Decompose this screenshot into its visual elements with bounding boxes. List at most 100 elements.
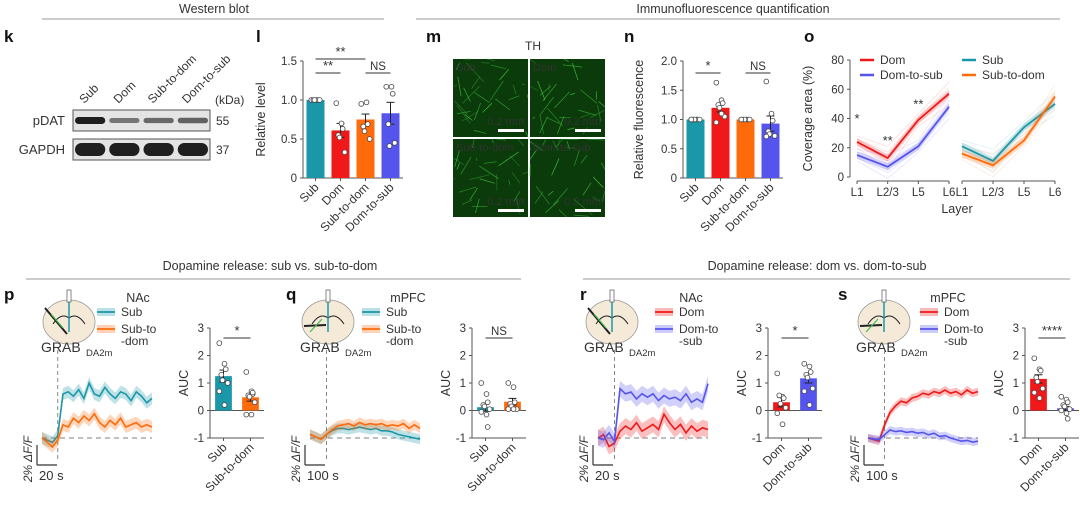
if-title: TH [525,39,541,53]
significance-label: NS [370,61,386,73]
if-image-tile [530,59,605,137]
bar [711,107,730,178]
data-point [483,391,490,397]
data-point [364,121,371,127]
if-fiber [454,100,469,115]
y-tick-label: -1 [752,433,762,445]
if-fiber [559,138,580,141]
blot-row-label: pDAT [33,113,65,128]
mean-line [961,103,1056,163]
y-scale-label: 2% ΔF/F [289,435,303,483]
if-fiber [513,191,521,202]
legend-label: Sub-to [121,322,157,336]
mean-trace [867,389,979,443]
y-tick-label: -1 [1009,433,1019,445]
if-fiber [556,116,565,134]
section-title-western-blot: Western blot [179,2,249,16]
if-fiber [491,138,494,144]
y-tick-label: 1.0 [661,115,677,127]
data-point [1063,410,1070,417]
if-fiber [456,162,460,170]
syringe-icon [587,307,611,335]
data-point [221,360,228,367]
data-point [361,128,368,135]
data-point [1061,403,1068,410]
section-title-release-dom: Dopamine release: dom vs. dom-to-sub [708,259,927,273]
sensor-subscript: DA2m [629,348,655,359]
if-fiber [498,151,519,167]
legend-label: -sub [944,334,968,348]
data-point [385,121,392,127]
blot-kda-value: 55 [216,114,230,128]
region-title: NAc [126,291,150,305]
syringe-icon [44,307,68,335]
if-fiber [566,141,571,150]
if-fiber [558,209,567,218]
legend-label: Dom-to [944,322,984,336]
if-fiber [529,141,543,151]
mean-trace [309,421,421,441]
data-point [780,395,787,401]
y-axis-label: AUC [177,370,191,396]
significance-label: NS [750,61,766,73]
data-point [776,392,783,399]
if-fiber [475,198,480,214]
individual-trace [856,99,950,165]
if-tile-label: Sub [456,62,476,74]
lane-label: Dom [111,78,139,106]
trace-panel-p: NAc GRAB DA2m Sub Sub-to-dom 2% ΔF/F 20 s [21,289,157,483]
if-fiber [452,177,456,181]
significance-label: ** [883,133,893,148]
if-fiber [457,76,462,97]
data-point [807,369,814,375]
legend-label: Sub [386,305,408,319]
blot-band [109,117,140,124]
if-tile-label: Sub-to-dom [456,142,513,154]
data-point [478,409,485,415]
data-point [483,411,490,418]
y-tick-label: 0 [838,172,844,184]
if-fiber [473,129,487,134]
optic-fiber-icon [881,289,887,303]
if-fiber [529,85,539,91]
panel-label-n: n [624,27,634,46]
legend-label: -sub [679,334,703,348]
mean-trace [41,412,153,448]
legend-label: Sub [982,53,1004,67]
x-tick-label: L1 [851,187,864,199]
data-point [243,411,250,418]
if-fiber [471,76,481,89]
if-fiber [495,138,507,141]
data-point [216,340,223,346]
blot-band [75,143,106,156]
sensor-label: GRAB [300,339,340,355]
y-axis-label: Relative fluorescence [632,60,646,180]
sensor-label: GRAB [584,339,624,355]
individual-trace [961,102,1056,172]
y-tick-label: 1 [460,378,466,390]
if-fiber [526,94,529,99]
data-point [246,393,253,400]
bar [306,100,325,178]
data-point [801,360,808,367]
mean-line [961,96,1056,167]
y-tick-label: 2 [460,351,466,363]
scalebar [498,129,524,132]
data-point [774,370,781,377]
if-fiber [580,155,588,164]
data-point [1064,415,1071,422]
data-point [746,116,753,123]
y-tick-label: 0 [198,406,204,418]
individual-trace [856,81,950,147]
y-tick-label: -1 [194,433,204,445]
panel-label-p: p [4,285,14,304]
if-fiber [525,131,529,138]
if-image-tile [453,59,528,137]
data-point [718,110,725,117]
y-tick-label: 1 [1013,378,1019,390]
if-fiber [547,190,554,196]
bar [356,119,375,178]
